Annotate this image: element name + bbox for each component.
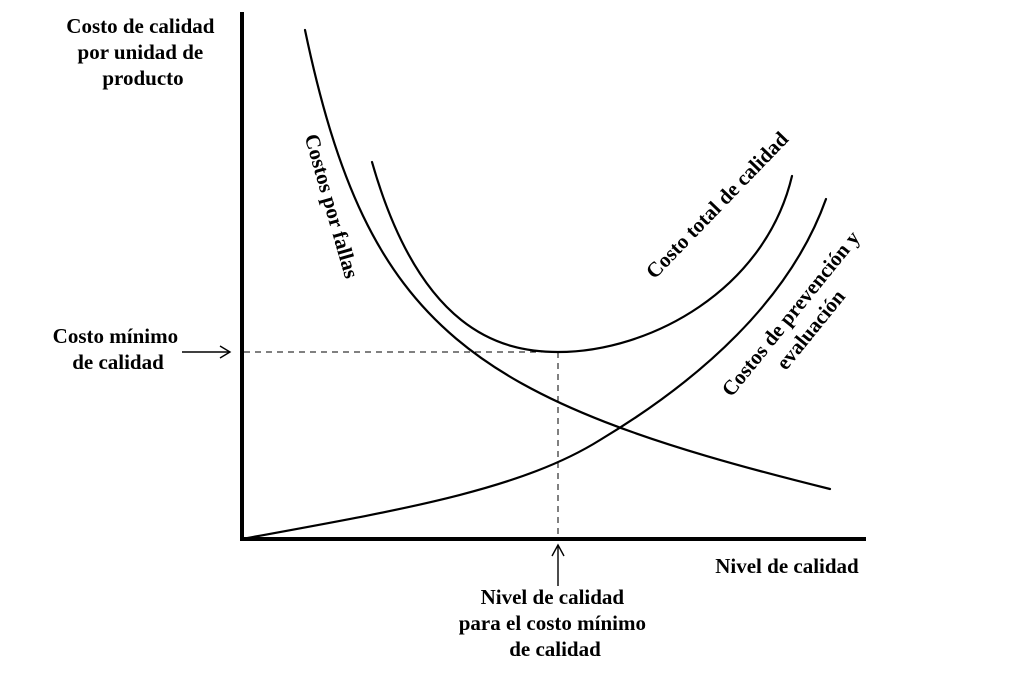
prevention-cost-label-line: Costos de prevención y [717,226,865,401]
total-cost-curve [370,160,794,354]
min-cost-label-line: de calidad [72,350,164,374]
optimal-level-label-line: Nivel de calidad [481,585,625,609]
failure-cost-curve [303,28,832,491]
min-cost-arrow [182,345,232,359]
total-cost-label: Costo total de calidad [641,127,793,284]
x-axis-label: Nivel de calidad [715,554,859,578]
optimal-level-label-line: de calidad [509,637,601,661]
optimal-level-label: Nivel de calidad para el costo mínimo de… [459,585,651,661]
axes [240,12,866,541]
y-axis-label-line: Costo de calidad [66,14,215,38]
y-axis-label-line: por unidad de [78,40,204,64]
prevention-cost-label: Costos de prevención y [717,226,865,401]
y-axis-label: Costo de calidad por unidad de producto [66,14,219,90]
optimal-level-arrow [551,543,565,586]
y-axis-label-line: producto [102,66,183,90]
min-cost-label: Costo mínimo de calidad [53,324,184,374]
optimal-level-label-line: para el costo mínimo [459,611,646,635]
prevention-cost-curve [240,197,828,541]
min-cost-label-line: Costo mínimo [53,324,178,348]
failure-cost-label: Costos por fallas [300,131,364,281]
